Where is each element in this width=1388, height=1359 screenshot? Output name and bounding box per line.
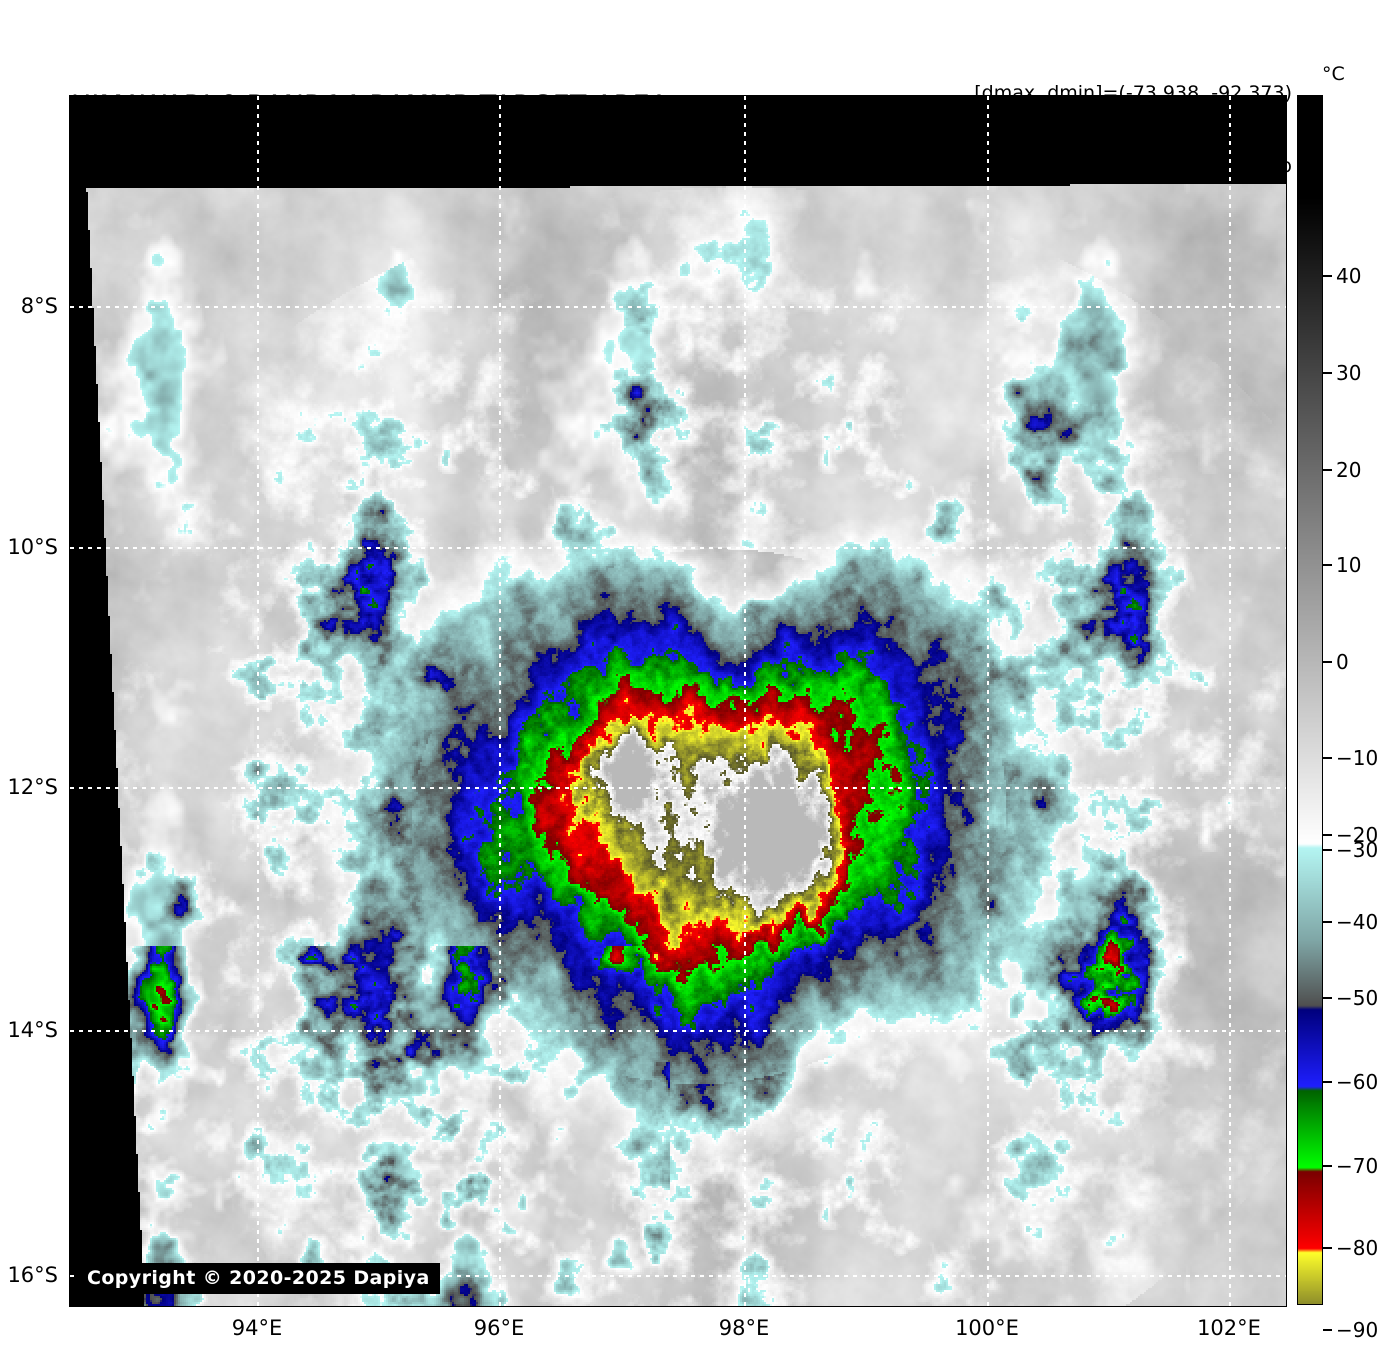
colorbar-tick-mark [1323, 849, 1332, 851]
colorbar-tick-label: −70 [1336, 1154, 1379, 1178]
satellite-plot-area[interactable]: Copyright © 2020-2025 Dapiya [69, 95, 1287, 1307]
lat-tick-label: 8°S [20, 294, 58, 318]
colorbar-tick-label: 30 [1336, 361, 1362, 385]
colorbar[interactable]: 40 30 20 10 0 −10 −20 −30 −40 −50 −60 −70 −80 −90 [1297, 95, 1378, 1342]
colorbar-tick-mark [1323, 1247, 1332, 1249]
colorbar-tick-label: −60 [1336, 1070, 1379, 1094]
colorbar-tick-label: −40 [1336, 910, 1379, 934]
colorbar-tick-mark [1323, 1329, 1332, 1331]
colorbar-tick-mark [1323, 757, 1332, 759]
lat-tick-label: 12°S [7, 775, 58, 799]
lat-tick-label: 10°S [7, 535, 58, 559]
lon-tick-label: 96°E [473, 1316, 525, 1340]
colorbar-tick-mark [1323, 275, 1332, 277]
lon-tick-label: 102°E [1197, 1316, 1261, 1340]
colorbar-tick-label: −90 [1336, 1318, 1379, 1342]
colorbar-tick-mark [1323, 1081, 1332, 1083]
colorbar-tick-label: 0 [1336, 650, 1349, 674]
lon-tick-label: 94°E [231, 1316, 283, 1340]
colorbar-tick-label: −80 [1336, 1236, 1379, 1260]
colorbar-tick-mark [1323, 921, 1332, 923]
colorbar-gradient [1297, 95, 1323, 1305]
colorbar-tick-mark [1323, 469, 1332, 471]
colorbar-tick-label: −50 [1336, 986, 1379, 1010]
lat-tick-label: 14°S [7, 1018, 58, 1042]
colorbar-tick-mark [1323, 834, 1332, 836]
colorbar-tick-mark [1323, 661, 1332, 663]
colorbar-unit-label: °C [1322, 63, 1345, 85]
colorbar-tick-label: −20 [1336, 823, 1379, 847]
lon-tick-label: 98°E [718, 1316, 770, 1340]
colorbar-tick-mark [1323, 1165, 1332, 1167]
colorbar-tick-mark [1323, 997, 1332, 999]
colorbar-tick-label: 20 [1336, 458, 1362, 482]
colorbar-tick-label: −30 [1336, 838, 1379, 862]
colorbar-tick-label: −10 [1336, 746, 1379, 770]
colorbar-tick-mark [1323, 564, 1332, 566]
colorbar-tick-label: 10 [1336, 553, 1362, 577]
lon-tick-label: 100°E [955, 1316, 1019, 1340]
satellite-imagery-canvas [70, 96, 1286, 1306]
lat-tick-label: 16°S [7, 1263, 58, 1287]
colorbar-tick-label: 40 [1336, 264, 1362, 288]
colorbar-tick-mark [1323, 372, 1332, 374]
copyright-watermark: Copyright © 2020-2025 Dapiya [77, 1263, 440, 1294]
